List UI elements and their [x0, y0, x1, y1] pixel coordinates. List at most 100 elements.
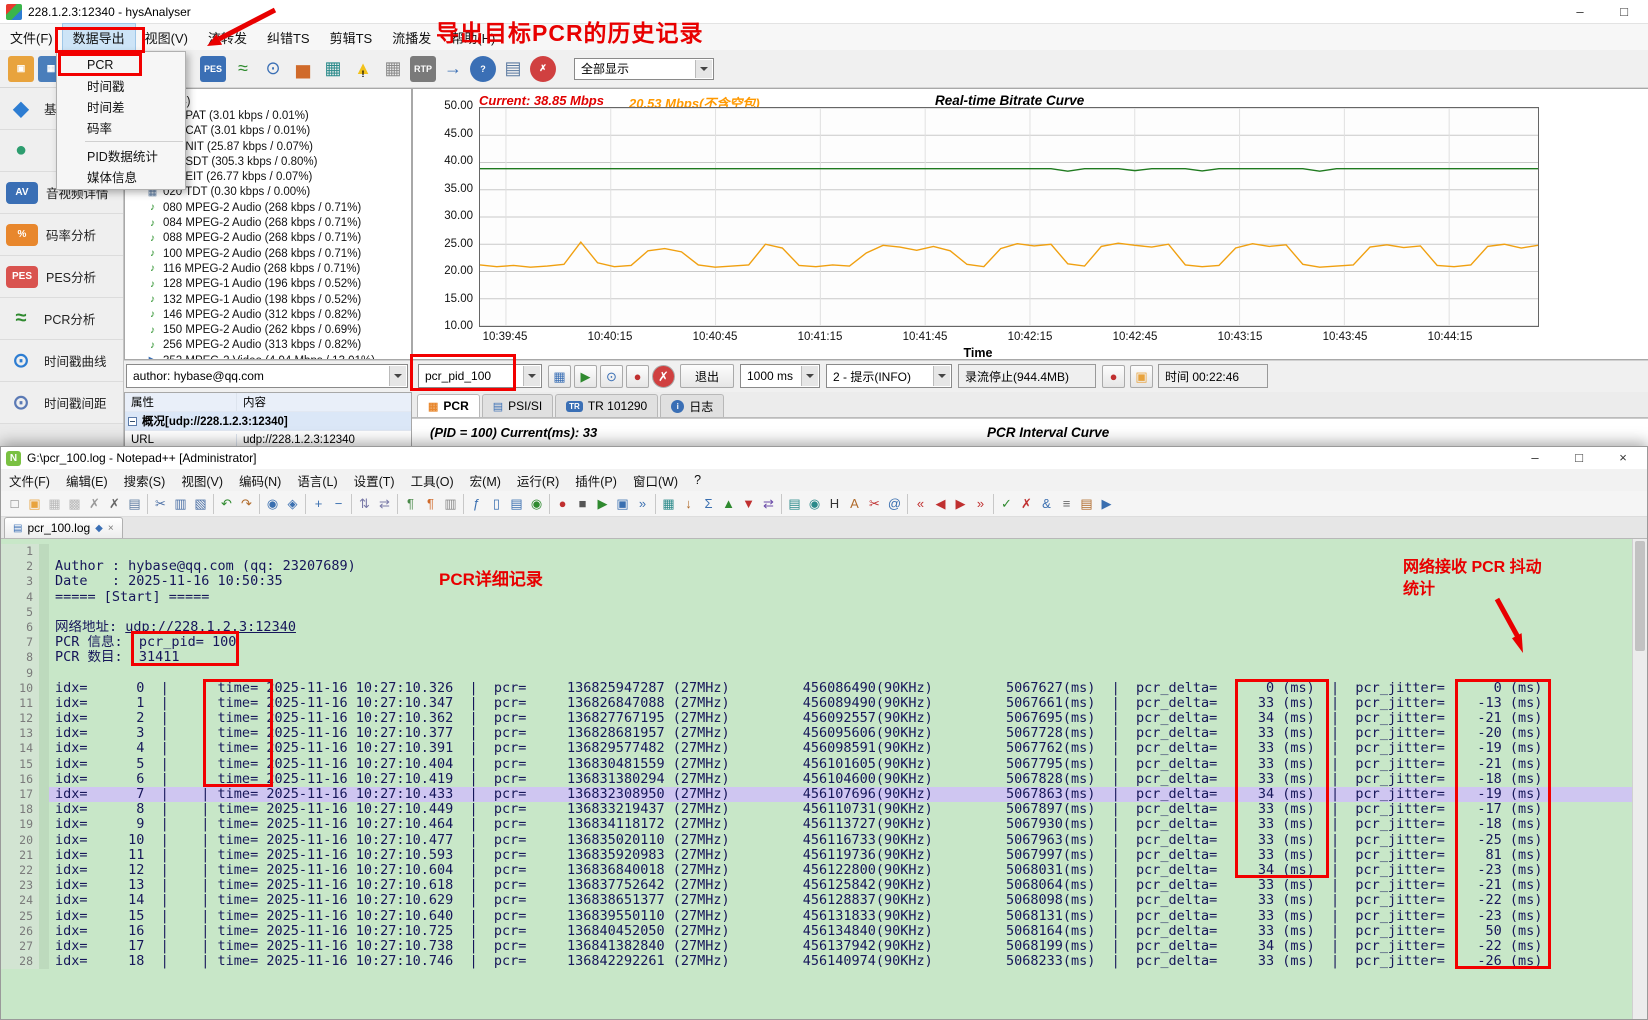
line-text[interactable]: Author : hybase@qq.com (qq: 23207689) — [55, 559, 356, 575]
line-text[interactable]: idx= 12 | | time= 2025-11-16 10:27:10.60… — [55, 862, 1543, 878]
menu-window[interactable]: 窗口(W) — [632, 474, 679, 489]
nav-first-icon[interactable]: « — [916, 496, 925, 511]
export-pcr[interactable]: PCR — [87, 57, 114, 72]
open-stream-icon[interactable]: ▣ — [8, 55, 34, 82]
tree-item[interactable]: ▦ 020 TDT (0.30 kbps / 0.00%) — [130, 185, 411, 200]
line-text[interactable]: idx= 7 | | time= 2025-11-16 10:27:10.433… — [49, 787, 1632, 803]
plugin-table-icon[interactable]: ▦ — [662, 495, 675, 511]
pin-icon[interactable]: ◆ — [95, 522, 103, 534]
menu-search[interactable]: 搜索(S) — [123, 474, 166, 489]
export-bitrate[interactable]: 码率 — [87, 122, 113, 136]
line-text[interactable]: idx= 13 | | time= 2025-11-16 10:27:10.61… — [55, 878, 1543, 894]
close-file-icon[interactable]: ✗ — [89, 495, 100, 511]
plugin-format-icon[interactable]: ≡ — [1062, 496, 1071, 511]
function-list-icon[interactable]: ƒ — [472, 496, 481, 511]
plugin-grid-icon[interactable]: ▤ — [788, 495, 801, 511]
tree-item[interactable]: ♪ 088 MPEG-2 Audio (268 kbps / 0.71%) — [130, 231, 411, 246]
author-combo[interactable]: author: hybase@qq.com — [126, 364, 408, 388]
pes-tool-icon[interactable]: PES — [200, 55, 226, 82]
tree-item[interactable]: ♪ 084 MPEG-2 Audio (268 kbps / 0.71%) — [130, 215, 411, 230]
menu-file[interactable]: 文件(F) — [9, 474, 50, 489]
media-info-icon[interactable]: ▦ — [324, 58, 342, 78]
tree-item[interactable]: ♪ 146 MPEG-2 Audio (312 kbps / 0.82%) — [130, 307, 411, 322]
paste-icon[interactable]: ▧ — [194, 495, 207, 511]
tree-item[interactable]: ♪ 100 MPEG-2 Audio (268 kbps / 0.71%) — [130, 246, 411, 261]
tree-item[interactable]: ♪ 132 MPEG-1 Audio (198 kbps / 0.52%) — [130, 292, 411, 307]
tree-item[interactable]: ♪ 128 MPEG-1 Audio (196 kbps / 0.52%) — [130, 277, 411, 292]
document-switcher-icon[interactable]: ▤ — [510, 495, 523, 511]
menu-file[interactable]: 文件(F) — [10, 30, 53, 46]
nav-last-icon[interactable]: » — [976, 496, 985, 511]
line-text[interactable]: idx= 4 | | time= 2025-11-16 10:27:10.391… — [55, 741, 1543, 757]
copy-icon[interactable]: ▥ — [174, 495, 187, 511]
line-text[interactable]: idx= 0 | | time= 2025-11-16 10:27:10.326… — [55, 680, 1543, 696]
hys-maximize-button[interactable]: □ — [1620, 4, 1628, 19]
tab-psi-si[interactable]: ▤ PSI/SI — [481, 394, 554, 417]
tab-close-icon[interactable]: × — [107, 522, 114, 534]
sync-vertical-icon[interactable]: ⇅ — [359, 495, 370, 511]
show-symbols-icon[interactable]: ¶ — [427, 496, 434, 511]
line-text[interactable] — [49, 666, 1632, 681]
line-text[interactable]: idx= 8 | | time= 2025-11-16 10:27:10.449… — [55, 802, 1543, 818]
line-text[interactable] — [49, 605, 1632, 620]
sidebar-item-ts-interval[interactable]: ⊙ 时间戳间距 — [0, 382, 123, 424]
zoom-out-icon[interactable]: − — [334, 496, 343, 511]
chevron-down-icon[interactable] — [523, 366, 540, 386]
menu-help[interactable]: 帮助(H) — [451, 30, 496, 46]
save-record-button[interactable]: ▦ — [548, 365, 571, 388]
chevron-down-icon[interactable] — [801, 366, 818, 386]
tree-item[interactable]: ♪ 150 MPEG-2 Audio (262 kbps / 0.69%) — [130, 322, 411, 337]
npp-maximize-button[interactable]: □ — [1575, 450, 1583, 465]
menu-plugins[interactable]: 插件(P) — [575, 474, 617, 489]
menu-stream-broadcast[interactable]: 流播发 — [392, 30, 432, 46]
line-text[interactable]: Date : 2025-11-16 10:50:35 — [55, 574, 283, 590]
export-media-info[interactable]: 媒体信息 — [87, 171, 138, 185]
help-icon[interactable]: ? — [470, 55, 496, 82]
find-icon[interactable]: ◉ — [266, 495, 279, 511]
macro-run-multiple-icon[interactable]: » — [638, 496, 647, 511]
line-text[interactable]: idx= 1 | | time= 2025-11-16 10:27:10.347… — [55, 695, 1543, 711]
url-link[interactable]: udp://228.1.2.3:12340 — [125, 619, 296, 635]
nav-prev-icon[interactable]: ◀ — [935, 495, 946, 511]
macro-play-icon[interactable]: ▶ — [597, 495, 608, 511]
network-button[interactable]: ⊙ — [600, 365, 623, 388]
plugin-hex-icon[interactable]: H — [829, 496, 840, 511]
save-file-icon[interactable]: ▦ — [48, 495, 61, 511]
tab-tr101290[interactable]: TR TR 101290 — [555, 394, 659, 417]
chevron-down-icon[interactable] — [389, 366, 406, 386]
rtp-tool-icon[interactable]: RTP — [410, 55, 436, 82]
export-timestamp[interactable]: 时间戳 — [87, 80, 125, 94]
macro-stop-icon[interactable]: ■ — [578, 496, 587, 511]
line-text[interactable]: idx= 2 | | time= 2025-11-16 10:27:10.362… — [55, 711, 1543, 727]
tree-item[interactable]: ♪ 080 MPEG-2 Audio (268 kbps / 0.71%) — [130, 200, 411, 215]
line-text[interactable] — [49, 544, 1632, 559]
menu-edit[interactable]: 编辑(E) — [65, 474, 108, 489]
export-arrow-icon[interactable]: → — [444, 58, 462, 78]
plugin-sum-icon[interactable]: Σ — [704, 496, 713, 511]
menu-settings[interactable]: 设置(T) — [353, 474, 395, 489]
line-text[interactable]: idx= 10 | | time= 2025-11-16 10:27:10.47… — [55, 832, 1543, 848]
save-all-icon[interactable]: ▩ — [68, 495, 81, 511]
line-text[interactable]: idx= 18 | | time= 2025-11-16 10:27:10.74… — [55, 954, 1543, 970]
plugin-sort-asc-icon[interactable]: ▲ — [722, 496, 735, 511]
nav-next-icon[interactable]: ▶ — [955, 495, 966, 511]
export-time-diff[interactable]: 时间差 — [87, 101, 125, 115]
chevron-down-icon[interactable] — [933, 366, 950, 386]
tree-item[interactable]: ▶ 352 MPEG-2 Video (4.94 Mbps / 13.01%) — [130, 353, 411, 359]
stop-button[interactable]: ● — [626, 365, 649, 388]
bitrate-curve-icon[interactable]: ≈ — [238, 58, 248, 78]
line-text[interactable]: idx= 3 | | time= 2025-11-16 10:27:10.377… — [55, 726, 1543, 742]
macro-record-icon[interactable]: ● — [558, 496, 567, 511]
tree-item[interactable]: ♪ 256 MPEG-2 Audio (313 kbps / 0.82%) — [130, 338, 411, 353]
plugin-ampersand-icon[interactable]: & — [1042, 496, 1051, 511]
tree-item[interactable]: ♪ 116 MPEG-2 Audio (268 kbps / 0.71%) — [130, 261, 411, 276]
scrollbar-thumb[interactable] — [1635, 541, 1645, 651]
exit-button[interactable]: 退出 — [680, 364, 734, 388]
macro-save-icon[interactable]: ▣ — [616, 495, 629, 511]
pid-grid-icon[interactable]: ▦ — [384, 58, 402, 78]
editor-scrollbar[interactable] — [1632, 539, 1647, 1019]
menu-stream-forward[interactable]: 流转发 — [207, 30, 247, 46]
plugin-run-icon[interactable]: ▶ — [1101, 495, 1112, 511]
delete-icon[interactable]: ✗ — [530, 55, 556, 82]
cut-icon[interactable]: ✂ — [155, 495, 166, 511]
